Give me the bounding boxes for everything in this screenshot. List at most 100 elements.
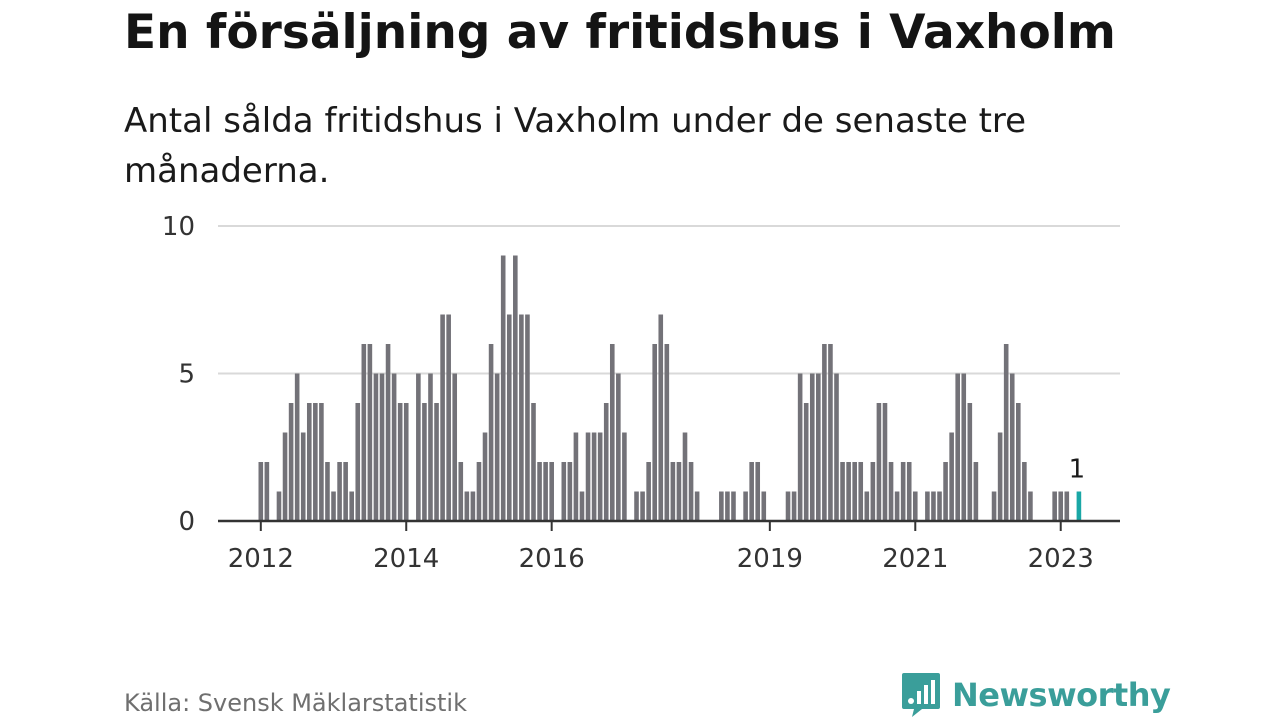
bar: [434, 403, 439, 521]
bar: [1028, 491, 1033, 521]
bar: [912, 491, 918, 521]
bar: [416, 373, 421, 521]
bar: [1009, 373, 1015, 521]
bar: [840, 462, 845, 521]
bar: [791, 491, 797, 521]
bar: [670, 462, 676, 521]
bar: [331, 491, 336, 521]
brand-logo: Newsworthy: [900, 670, 1171, 720]
bar: [888, 462, 894, 521]
bar: [294, 373, 300, 521]
bar: [585, 432, 591, 521]
bar: [870, 462, 876, 521]
x-tick-label: 2021: [882, 544, 948, 574]
bar: [500, 255, 506, 521]
bar: [494, 373, 500, 521]
bars: [258, 255, 1082, 521]
bar: [749, 462, 754, 521]
bar: [391, 373, 397, 521]
bar: [428, 373, 433, 521]
y-tick-label: 0: [178, 507, 195, 537]
bar: [864, 491, 870, 521]
bar: [397, 403, 403, 521]
bar: [464, 491, 470, 521]
bar: [282, 432, 288, 521]
bar: [361, 344, 367, 521]
bar: [743, 491, 748, 521]
bar: [531, 403, 536, 521]
bar: [652, 344, 657, 521]
bar: [822, 344, 827, 521]
bar: [567, 462, 573, 521]
bar: [785, 491, 791, 521]
bar: [325, 462, 330, 521]
bar: [973, 462, 979, 521]
x-tick-label: 2023: [1028, 544, 1094, 574]
bar: [937, 491, 942, 521]
bar: [1052, 491, 1057, 521]
bar: [458, 462, 464, 521]
chart-title: En försäljning av fritidshus i Vaxholm: [124, 5, 1116, 60]
bar: [828, 344, 833, 521]
bar: [258, 462, 264, 521]
bar: [440, 314, 445, 521]
x-tick-label: 2012: [228, 544, 294, 574]
bar: [343, 462, 348, 521]
bar: [591, 432, 597, 521]
bar: [355, 403, 361, 521]
bar: [616, 373, 621, 521]
bar: [676, 462, 682, 521]
bar: [603, 403, 609, 521]
bar: [906, 462, 912, 521]
bar: [543, 462, 548, 521]
bar: [513, 255, 518, 521]
bar: [561, 462, 567, 521]
bar: [446, 314, 451, 521]
bar: [385, 344, 391, 521]
bar: [349, 491, 354, 521]
bar: [1003, 344, 1009, 521]
bar: [525, 314, 530, 521]
bar: [373, 373, 379, 521]
chart-subtitle: Antal sålda fritidshus i Vaxholm under d…: [124, 101, 1027, 191]
bar: [1058, 491, 1064, 521]
bar: [640, 491, 645, 521]
bar: [367, 344, 373, 521]
bar: [949, 432, 954, 521]
bar: [858, 462, 864, 521]
highlight-bar: [1076, 491, 1082, 521]
bar: [694, 491, 700, 521]
bar: [470, 491, 476, 521]
bar: [961, 373, 967, 521]
highlight-data-label: 1: [1069, 455, 1086, 485]
bar: [379, 373, 385, 521]
bar: [476, 462, 482, 521]
labels: 0 5 10 1 2012 2014 2016 2019 2021 2023: [162, 212, 1094, 574]
bar: [646, 462, 651, 521]
bar: [537, 462, 542, 521]
bar: [894, 491, 900, 521]
bar: [955, 373, 960, 521]
bar: [967, 403, 973, 521]
bar: [264, 462, 270, 521]
bar: [288, 403, 294, 521]
bar: [731, 491, 736, 521]
bar: [925, 491, 930, 521]
bar: [682, 432, 688, 521]
source-note: Källa: Svensk Mäklarstatistik: [124, 689, 467, 717]
bar: [549, 462, 554, 521]
x-tick-label: 2014: [373, 544, 439, 574]
bar: [755, 462, 761, 521]
bar: [403, 403, 409, 521]
bar: [719, 491, 724, 521]
x-tick-label: 2016: [519, 544, 585, 574]
bar: [300, 432, 306, 521]
bar: [519, 314, 524, 521]
bar: [834, 373, 839, 521]
bar: [313, 403, 318, 521]
bar: [609, 344, 615, 521]
axes: [218, 519, 1120, 531]
bar: [809, 373, 815, 521]
bar: [506, 314, 512, 521]
bar: [900, 462, 906, 521]
